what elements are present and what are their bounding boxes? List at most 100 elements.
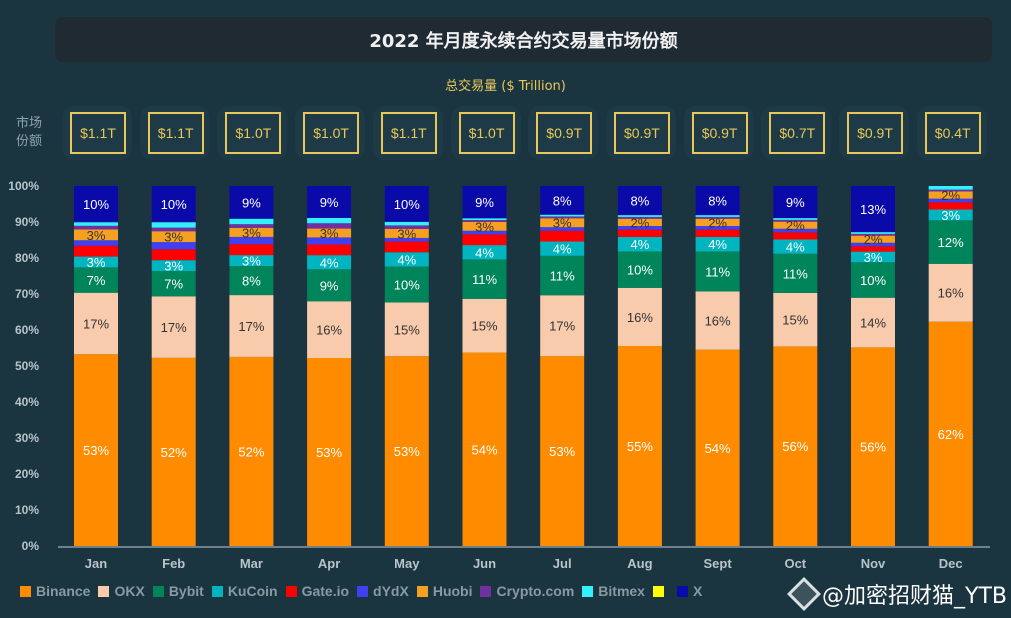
legend-item: OKX (98, 583, 145, 599)
y-tick-label: 70% (15, 287, 39, 301)
data-label: 3% (941, 208, 960, 223)
y-tick-label: 0% (22, 539, 40, 553)
bar-segment-cryptocom (773, 219, 818, 222)
data-label: 17% (83, 316, 109, 331)
data-label: 3% (87, 255, 106, 270)
data-label: 9% (320, 278, 339, 293)
data-label: 7% (87, 273, 106, 288)
data-label: 10% (627, 263, 653, 278)
bar-segment-okx (928, 263, 973, 322)
data-label: 4% (708, 237, 727, 252)
volume-box: $0.9T (691, 112, 748, 154)
bar-segment-cryptocom (307, 223, 352, 229)
legend-swatch (98, 585, 110, 597)
bar-segment-x (851, 186, 895, 233)
data-label: 52% (161, 445, 187, 460)
bar-segment-bybit (540, 255, 585, 296)
bar-segment-okx (617, 287, 662, 346)
bar-segment-bybit (74, 267, 118, 293)
data-label: 2% (941, 188, 960, 203)
volume-box: $1.1T (380, 112, 437, 154)
data-label: 10% (161, 197, 187, 212)
bar-segment-okx (695, 291, 740, 350)
bar-segment-kucoin (229, 255, 274, 266)
bar-segment-bitmex (695, 215, 740, 217)
bar-segment-bybit (229, 266, 274, 296)
bar-segment-kucoin (851, 251, 895, 263)
bar-segment-binance (617, 346, 662, 546)
y-tick-label: 40% (15, 395, 39, 409)
bar-segment-gateio (462, 234, 507, 246)
bar-segment-kucoin (151, 260, 196, 272)
data-label: 16% (705, 314, 731, 329)
data-label: 53% (394, 444, 420, 459)
x-tick-label: May (394, 556, 420, 571)
legend-label: Huobi (432, 583, 473, 599)
data-label: 15% (471, 319, 497, 334)
legend-item: KuCoin (211, 583, 278, 599)
legend-label: Bybit (168, 583, 204, 599)
bar-segment-huobi (151, 231, 196, 243)
volume-box: $1.1T (147, 112, 204, 154)
bar-segment-kucoin (617, 236, 662, 252)
bar-segment-x (540, 186, 585, 215)
bar-segment-dydx (462, 230, 507, 235)
bar-segment-bitmex (229, 218, 274, 225)
bar-segment-binance (151, 357, 196, 546)
volume-box-wrap: $0.9T (839, 106, 909, 160)
bar-segment-kucoin (74, 256, 118, 268)
bar-segment-bybit (384, 266, 429, 303)
volume-box-wrap: $1.0T (217, 106, 288, 160)
volume-box-wrap: $0.9T (683, 106, 754, 160)
bar-segment-kucoin (307, 255, 352, 270)
x-tick-label: Sept (704, 556, 733, 571)
bar-segment-gateio (229, 244, 274, 256)
bar-segment-bitmex (928, 186, 973, 190)
bar-segment-cryptocom (462, 220, 507, 222)
data-label: 10% (83, 197, 109, 212)
bar-segment-dydx (229, 236, 274, 245)
bar-segment-huobi (851, 235, 895, 243)
watermark-text: @加密招财猫_YTB (822, 584, 1007, 609)
data-label: 9% (320, 195, 339, 210)
bar-segment-huobi (617, 218, 662, 226)
bar-segment-dydx (151, 242, 196, 250)
x-tick-label: Nov (861, 556, 886, 571)
bar-segment-huobi (229, 227, 274, 237)
legend-item: dYdX (357, 583, 409, 599)
data-label: 16% (316, 323, 342, 338)
legend-item: Bybit (152, 583, 204, 599)
data-label: 3% (397, 226, 416, 241)
y-tick-label: 90% (15, 215, 39, 229)
bar-segment-bybit (851, 262, 895, 298)
legend-item: Binance (20, 583, 90, 599)
data-label: 2% (786, 218, 805, 233)
bar-segment-gateio (384, 241, 429, 253)
data-label: 2% (864, 232, 883, 247)
legend-label: Binance (36, 583, 91, 599)
bar-segment-cryptocom (617, 216, 662, 219)
bar-segment-x (151, 186, 196, 223)
bar-segment-kucoin (540, 241, 585, 256)
data-label: 3% (87, 228, 106, 243)
bar-segment-x (695, 186, 740, 216)
bar-segment-bybit (928, 220, 973, 264)
data-label: 56% (782, 439, 808, 454)
bar-segment-huobi (540, 218, 585, 228)
data-label: 15% (394, 322, 420, 337)
y-tick-label: 100% (8, 179, 39, 193)
bar-segment-bitmex (74, 222, 118, 226)
bar-segment-binance (74, 354, 118, 546)
data-label: 12% (938, 235, 964, 250)
legend-label: Crypto.com (496, 583, 575, 599)
legend-item: Gate.io (285, 583, 349, 599)
data-label: 10% (860, 273, 886, 288)
data-label: 11% (705, 264, 730, 279)
bar-segment-binance (851, 347, 895, 546)
bar-segment-binance (307, 358, 352, 546)
data-label: 56% (860, 440, 886, 455)
legend-label: KuCoin (227, 583, 278, 599)
data-label: 54% (471, 442, 497, 457)
bar-segment-cryptocom (384, 225, 429, 229)
bar-segment-bitmex (851, 232, 895, 234)
